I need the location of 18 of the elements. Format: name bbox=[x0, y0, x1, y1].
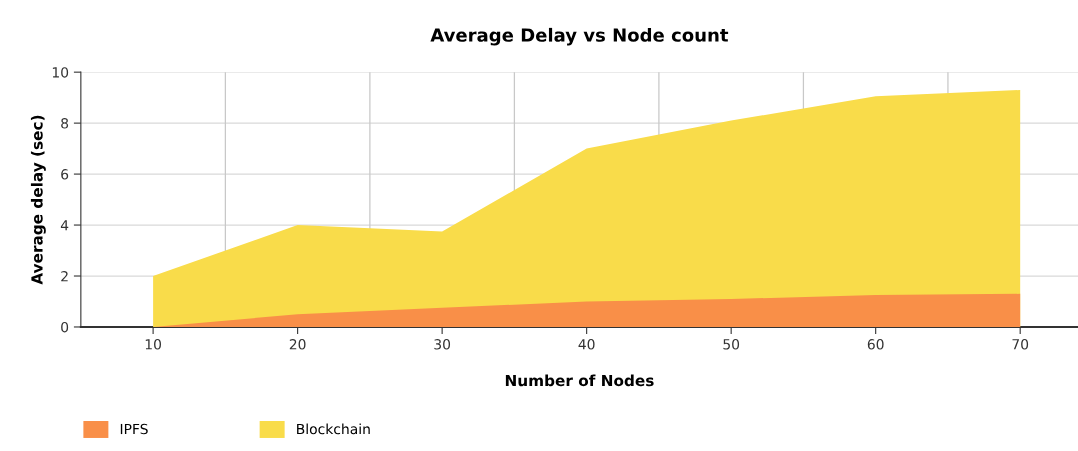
y-tick-label: 10 bbox=[52, 67, 69, 78]
legend-label: IPFS bbox=[120, 423, 148, 435]
chart-title: Average Delay vs Node count bbox=[430, 27, 729, 46]
legend-label: Blockchain bbox=[297, 423, 370, 435]
y-tick-label: 2 bbox=[61, 270, 68, 282]
y-tick-label: 8 bbox=[61, 118, 69, 129]
y-tick-label: 6 bbox=[61, 169, 69, 180]
x-tick-label: 70 bbox=[1012, 339, 1029, 350]
x-tick-label: 60 bbox=[867, 339, 884, 350]
y-tick-label: 4 bbox=[60, 220, 69, 231]
y-axis-title: Average delay (sec) bbox=[30, 115, 46, 285]
x-tick-label: 40 bbox=[578, 339, 595, 350]
x-tick-label: 50 bbox=[723, 339, 740, 350]
y-tick-label: 0 bbox=[61, 321, 69, 333]
x-tick-label: 20 bbox=[289, 339, 306, 350]
x-tick-label: 10 bbox=[145, 339, 162, 350]
x-tick-label: 30 bbox=[434, 339, 451, 350]
x-axis-title: Number of Nodes bbox=[505, 374, 654, 387]
